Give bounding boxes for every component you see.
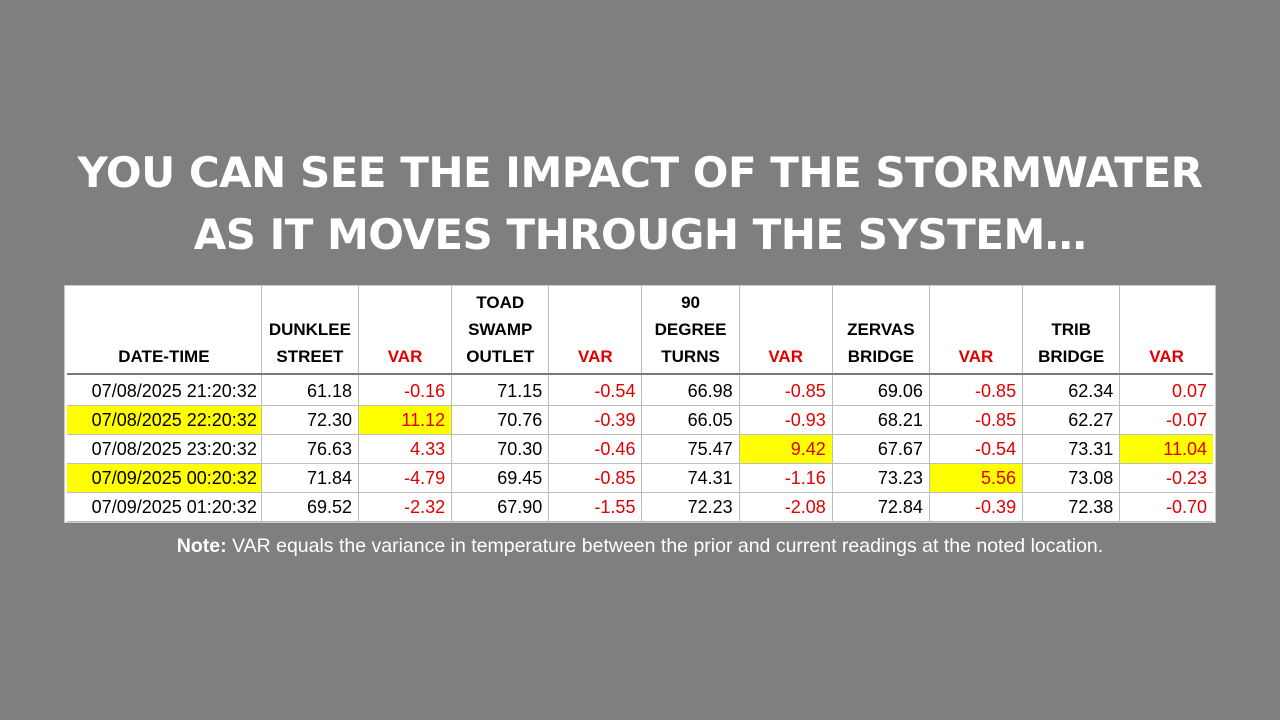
column-header: DUNKLEE STREET [261, 286, 359, 375]
variance-cell: -0.85 [929, 374, 1024, 406]
column-header-line: VAR [1149, 347, 1184, 366]
variance-cell: -0.85 [739, 374, 833, 406]
table-row: 07/08/2025 23:20:32 76.63 4.33 70.30 -0.46 75… [67, 434, 1213, 464]
table-header-row: DATE-TIME DUNKLEE STREET VAR TOAD SWAMP OUTLET… [67, 286, 1213, 375]
column-header-line: ZERVAS [847, 320, 915, 339]
column-header-line: VAR [768, 347, 803, 366]
temperature-cell: 62.27 [1022, 405, 1121, 435]
column-header-line: TOAD [476, 293, 525, 312]
footnote-text: VAR equals the variance in temperature b… [226, 535, 1104, 557]
variance-cell: -0.16 [358, 374, 453, 406]
column-header-line: DATE-TIME [118, 347, 210, 366]
variance-cell: -0.85 [548, 463, 643, 493]
column-header: TOAD SWAMP OUTLET [451, 286, 550, 375]
temperature-cell: 69.06 [832, 374, 930, 406]
variance-cell: 0.07 [1119, 374, 1213, 406]
temperature-cell: 66.05 [641, 405, 740, 435]
variance-cell: -2.32 [358, 492, 453, 522]
variance-cell: -0.70 [1119, 492, 1213, 522]
date-time-cell: 07/08/2025 23:20:32 [67, 434, 262, 464]
variance-cell: 4.33 [358, 434, 453, 464]
variance-cell: -0.39 [548, 405, 643, 435]
column-header-line: TRIB [1051, 320, 1091, 339]
column-header-var: VAR [548, 286, 643, 375]
variance-cell: 11.04 [1119, 434, 1213, 464]
table-body: 07/08/2025 21:20:32 61.18 -0.16 71.15 -0.54 6… [67, 374, 1213, 522]
temperature-cell: 73.31 [1022, 434, 1121, 464]
column-header-line: TURNS [661, 347, 720, 366]
column-header-line: SWAMP [468, 320, 533, 339]
slide-title: YOU CAN SEE THE IMPACT OF THE STORMWATER… [0, 142, 1280, 266]
variance-cell: -4.79 [358, 463, 453, 493]
column-header-line: DEGREE [654, 320, 727, 339]
temperature-cell: 67.90 [451, 492, 550, 522]
temperature-cell: 71.84 [261, 463, 359, 493]
variance-cell: 9.42 [739, 434, 833, 464]
temperature-cell: 72.84 [832, 492, 930, 522]
column-header-line: OUTLET [466, 347, 535, 366]
temperature-cell: 61.18 [261, 374, 359, 406]
column-header-line: VAR [958, 347, 994, 366]
slide-title-line-1: YOU CAN SEE THE IMPACT OF THE STORMWATER [77, 148, 1204, 197]
temperature-cell: 70.30 [451, 434, 550, 464]
footnote: Note: VAR equals the variance in tempera… [0, 535, 1280, 558]
temperature-cell: 76.63 [261, 434, 359, 464]
column-header: DATE-TIME [67, 286, 262, 375]
column-header: 90 DEGREE TURNS [641, 286, 740, 375]
temperature-cell: 74.31 [641, 463, 740, 493]
temperature-cell: 62.34 [1022, 374, 1121, 406]
column-header: ZERVAS BRIDGE [832, 286, 930, 375]
table-row: 07/09/2025 00:20:32 71.84 -4.79 69.45 -0.85 7… [67, 463, 1213, 493]
column-header: TRIB BRIDGE [1022, 286, 1121, 375]
table-row: 07/08/2025 21:20:32 61.18 -0.16 71.15 -0.54 6… [67, 374, 1213, 406]
temperature-cell: 68.21 [832, 405, 930, 435]
variance-cell: -1.55 [548, 492, 643, 522]
temperature-cell: 73.08 [1022, 463, 1121, 493]
variance-cell: -0.46 [548, 434, 643, 464]
temperature-cell: 69.52 [261, 492, 359, 522]
variance-cell: 5.56 [929, 463, 1024, 493]
temperature-table-frame: DATE-TIME DUNKLEE STREET VAR TOAD SWAMP OUTLET… [64, 285, 1216, 523]
variance-cell: -0.93 [739, 405, 833, 435]
temperature-cell: 72.38 [1022, 492, 1121, 522]
temperature-cell: 70.76 [451, 405, 550, 435]
column-header-var: VAR [1119, 286, 1213, 375]
date-time-cell: 07/08/2025 21:20:32 [67, 374, 262, 406]
temperature-cell: 73.23 [832, 463, 930, 493]
temperature-cell: 66.98 [641, 374, 740, 406]
temperature-cell: 71.15 [451, 374, 550, 406]
temperature-cell: 72.23 [641, 492, 740, 522]
date-time-cell: 07/08/2025 22:20:32 [67, 405, 262, 435]
temperature-cell: 69.45 [451, 463, 550, 493]
date-time-cell: 07/09/2025 00:20:32 [67, 463, 262, 493]
column-header-line: VAR [387, 347, 423, 366]
temperature-cell: 67.67 [832, 434, 930, 464]
column-header-line: VAR [578, 347, 613, 366]
footnote-label: Note: [176, 535, 227, 557]
column-header-line: DUNKLEE [268, 320, 351, 339]
column-header-line: STREET [276, 347, 344, 366]
date-time-cell: 07/09/2025 01:20:32 [67, 492, 262, 522]
column-header-var: VAR [929, 286, 1024, 375]
variance-cell: -0.85 [929, 405, 1024, 435]
column-header-var: VAR [358, 286, 453, 375]
variance-cell: -0.54 [548, 374, 643, 406]
variance-cell: -2.08 [739, 492, 833, 522]
variance-cell: 11.12 [358, 405, 453, 435]
variance-cell: -1.16 [739, 463, 833, 493]
table-row: 07/09/2025 01:20:32 69.52 -2.32 67.90 -1.55 7… [67, 492, 1213, 522]
slide-title-line-2: AS IT MOVES THROUGH THE SYSTEM… [193, 210, 1087, 259]
variance-cell: -0.23 [1119, 463, 1213, 493]
column-header-line: BRIDGE [847, 347, 914, 366]
temperature-cell: 72.30 [261, 405, 359, 435]
column-header-line: 90 [681, 293, 700, 312]
column-header-line: BRIDGE [1038, 347, 1105, 366]
table-row: 07/08/2025 22:20:32 72.30 11.12 70.76 -0.39 6… [67, 405, 1213, 435]
column-header-var: VAR [739, 286, 833, 375]
variance-cell: -0.39 [929, 492, 1024, 522]
variance-cell: -0.54 [929, 434, 1024, 464]
temperature-cell: 75.47 [641, 434, 740, 464]
variance-cell: -0.07 [1119, 405, 1213, 435]
temperature-table: DATE-TIME DUNKLEE STREET VAR TOAD SWAMP OUTLET… [67, 286, 1213, 522]
